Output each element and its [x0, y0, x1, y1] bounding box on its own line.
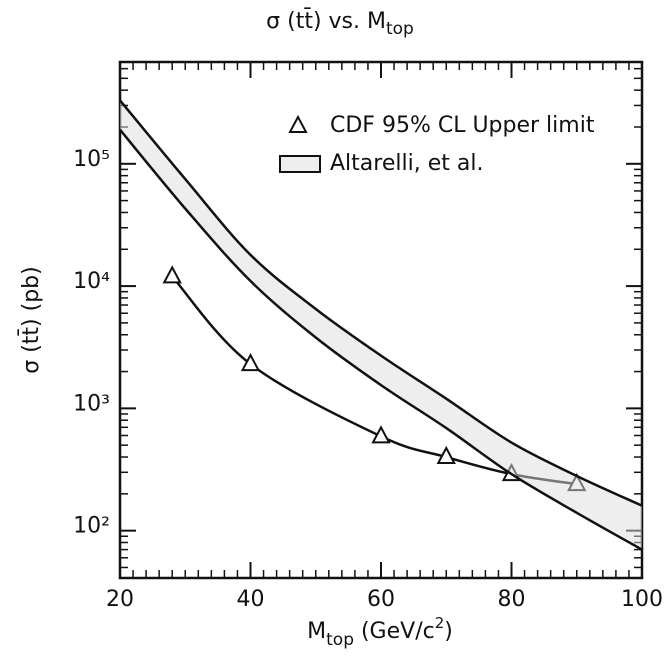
x-label-end: )	[444, 619, 453, 644]
legend-label: Altarelli, et al.	[330, 151, 483, 176]
triangle-marker	[371, 425, 391, 444]
x-label-unit: (GeV/c	[354, 619, 435, 644]
legend-label: CDF 95% CL Upper limit	[330, 113, 595, 138]
y-tick-label: 10⁴	[73, 269, 110, 294]
y-label: σ (tt̄) (pb)	[18, 266, 44, 373]
x-label-sub: top	[326, 630, 354, 650]
x-tick-label: 40	[237, 587, 265, 612]
x-label: Mtop (GeV/c2)	[307, 614, 453, 651]
legend-swatch	[279, 155, 321, 173]
triangle-marker	[162, 265, 182, 284]
band-low	[119, 128, 643, 551]
x-tick-label: 20	[106, 587, 134, 612]
band-fill	[120, 100, 642, 550]
x-label-sup: 2	[435, 614, 445, 632]
band-high	[119, 99, 643, 507]
triangle-marker	[240, 353, 261, 372]
x-label-m: M	[307, 619, 326, 644]
chart-title: σ (tt̄) vs. Mtop	[266, 8, 414, 39]
y-tick-label: 10⁵	[73, 147, 110, 172]
x-tick-label: 60	[367, 587, 395, 612]
triangle-marker	[436, 445, 456, 465]
x-tick-label: 80	[498, 587, 526, 612]
y-tick-label: 10³	[73, 391, 110, 416]
y-tick-label: 10²	[73, 514, 110, 539]
legend-swatch	[288, 114, 308, 133]
x-tick-label: 100	[621, 587, 663, 612]
title-sub: top	[386, 19, 414, 39]
title-main: σ (tt̄) vs. M	[266, 8, 386, 34]
